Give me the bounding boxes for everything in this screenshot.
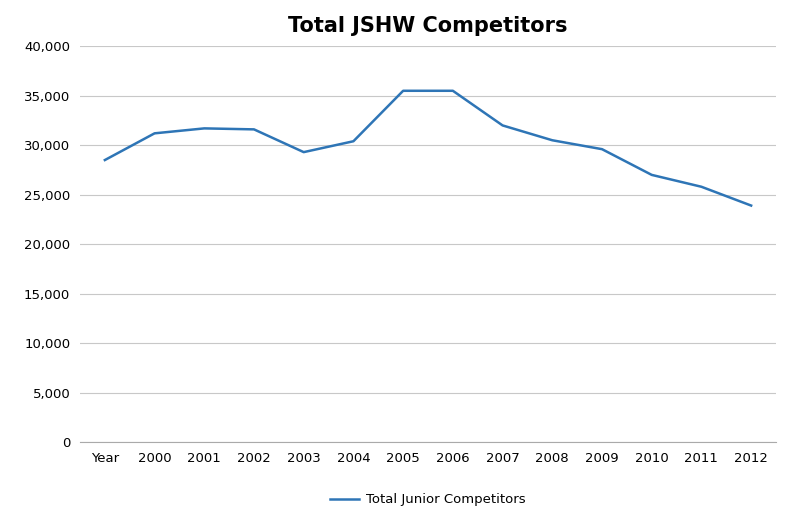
Title: Total JSHW Competitors: Total JSHW Competitors [288, 16, 568, 36]
Legend: Total Junior Competitors: Total Junior Competitors [325, 488, 531, 512]
